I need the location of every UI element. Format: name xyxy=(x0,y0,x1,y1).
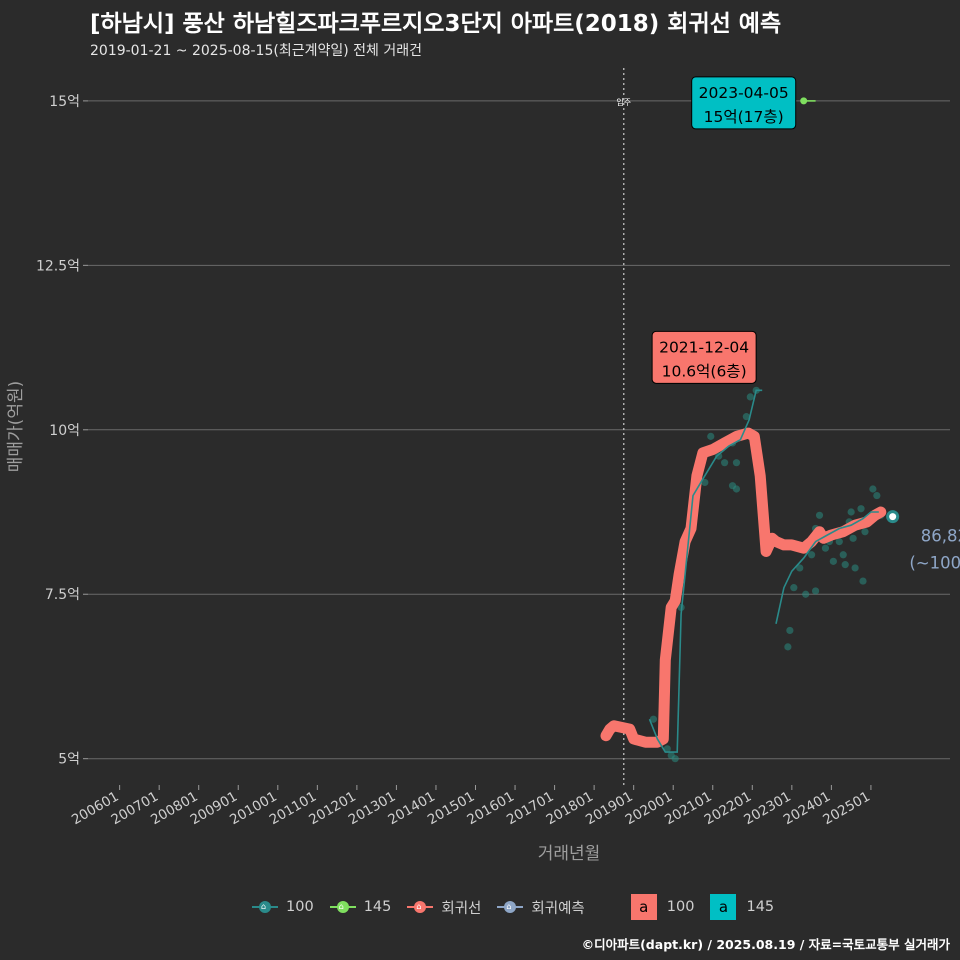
y-tick-label: 7.5억 xyxy=(45,587,80,603)
scatter-point-100 xyxy=(721,459,729,467)
scatter-point-100 xyxy=(861,528,869,536)
chart-title: [하남시] 풍산 하남힐즈파크푸르지오3단지 아파트(2018) 회귀선 예측 xyxy=(90,11,782,37)
scatter-point-100 xyxy=(701,478,709,487)
scatter-point-100 xyxy=(796,564,804,572)
scatter-point-100 xyxy=(790,584,798,592)
y-tick-label: 5억 xyxy=(58,752,80,768)
y-tick-label: 15억 xyxy=(49,94,80,110)
legend-box-glyph: a xyxy=(630,894,657,920)
scatter-point-100 xyxy=(671,755,679,763)
scatter-point-100 xyxy=(859,577,867,585)
legend-item-regression: ⌂ 회귀선 xyxy=(407,897,481,918)
annotation-date: 2021-12-04 xyxy=(659,338,749,356)
scatter-point-100 xyxy=(821,544,830,552)
annotation-value: 10.6억(6층) xyxy=(662,362,747,380)
legend-item-100: ⌂ 100 xyxy=(252,899,314,915)
y-tick-label: 10억 xyxy=(49,423,80,439)
scatter-point-145 xyxy=(800,97,808,105)
scatter-point-100 xyxy=(857,505,865,513)
scatter-point-100 xyxy=(808,551,816,559)
scatter-point-100 xyxy=(715,452,723,460)
legend-box-145: a 145 xyxy=(710,894,774,920)
scatter-point-100 xyxy=(815,511,824,519)
move-in-label: 입주 xyxy=(616,98,631,107)
forecast-note: (~100㎡) xyxy=(909,554,960,573)
scatter-point-100 xyxy=(786,626,794,635)
scatter-point-100 xyxy=(649,715,658,723)
legend-box-label-145: 145 xyxy=(746,899,775,915)
scatter-point-100 xyxy=(849,534,857,542)
forecast-value: 86,820 xyxy=(921,527,960,546)
annotation-date: 2023-04-05 xyxy=(699,84,789,102)
legend-box-label-100: 100 xyxy=(666,899,695,915)
legend-label-regression: 회귀선 xyxy=(441,900,482,917)
scatter-point-100 xyxy=(802,590,810,598)
legend-item-forecast: ⌂ 회귀예측 xyxy=(497,897,585,918)
scatter-point-100 xyxy=(839,551,847,559)
y-tick-label: 12.5억 xyxy=(36,258,80,274)
scatter-point-100 xyxy=(742,413,750,421)
scatter-point-100 xyxy=(707,432,715,440)
legend-box-100: a 100 xyxy=(630,894,695,920)
scatter-point-100 xyxy=(746,393,754,401)
y-axis-title: 매매가(억원) xyxy=(6,381,26,472)
legend-box-glyph: a xyxy=(710,894,737,920)
scatter-point-100 xyxy=(873,491,881,500)
scatter-point-100 xyxy=(784,643,792,651)
legend-item-145: ⌂ 145 xyxy=(329,899,392,915)
scatter-point-100 xyxy=(732,459,741,467)
legend-label-100: 100 xyxy=(286,899,314,915)
annotation-box xyxy=(651,330,757,384)
scatter-point-100 xyxy=(835,538,843,546)
annotation-box xyxy=(691,76,797,130)
scatter-point-100 xyxy=(847,508,855,516)
scatter-point-100 xyxy=(732,485,741,493)
scatter-point-100 xyxy=(811,587,820,595)
source-caption: ©디아파트(dapt.kr) / 2025.08.19 / 자료=국토교통부 실… xyxy=(581,937,950,952)
series-line-100 xyxy=(648,389,763,753)
scatter-point-100 xyxy=(663,745,671,753)
regression-line xyxy=(600,427,887,748)
x-axis-title: 거래년월 xyxy=(538,844,601,864)
scatter-point-100 xyxy=(829,557,837,565)
forecast-point xyxy=(889,513,897,521)
legend-label-forecast: 회귀예측 xyxy=(531,900,585,917)
scatter-point-100 xyxy=(869,485,877,493)
scatter-point-100 xyxy=(851,564,859,572)
series-line-100 xyxy=(775,511,879,624)
chart-subtitle: 2019-01-21 ~ 2025-08-15(최근계약일) 전체 거래건 xyxy=(90,43,422,59)
scatter-point-100 xyxy=(841,561,849,569)
legend: ⌂ 100 ⌂ 145 ⌂ 회귀선 ⌂ 회귀예측 a 100 a 145 xyxy=(252,894,790,920)
legend-label-145: 145 xyxy=(363,899,392,915)
annotation-value: 15억(17층) xyxy=(704,108,784,126)
